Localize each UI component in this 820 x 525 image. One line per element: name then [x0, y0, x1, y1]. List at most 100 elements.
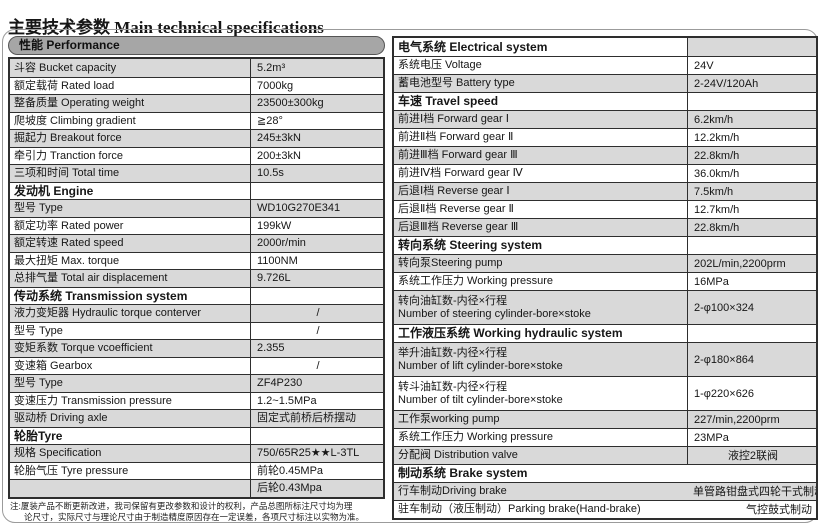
- page-title-en: Main technical specifications: [110, 18, 324, 38]
- spec-value: 23MPa: [687, 429, 816, 446]
- spec-row: 蓄电池型号 Battery type 2-24V/120Ah: [394, 74, 816, 92]
- spec-value: 2-φ180×864: [687, 343, 816, 376]
- spec-row: 分配阀 Distribution valve 液控2联阀: [394, 446, 816, 464]
- spec-row: 转向泵Steering pump 202L/min,2200prm: [394, 254, 816, 272]
- spec-label: 掘起力 Breakout force: [14, 132, 122, 144]
- spec-label: 型号 Type: [14, 324, 63, 337]
- spec-row: 转斗油缸数-内径×行程 Number of tilt cylinder-bore×…: [394, 376, 816, 410]
- spec-value: ≧28°: [250, 112, 383, 129]
- spec-label: 前进Ⅰ档 Forward gear Ⅰ: [398, 113, 510, 126]
- spec-value: 7000kg: [250, 77, 383, 94]
- spec-row: 举升油缸数-内径×行程 Number of lift cylinder-bore×…: [394, 342, 816, 376]
- section-header-row: 发动机 Engine: [10, 181, 383, 199]
- spec-row: 系统工作压力 Working pressure 23MPa: [394, 428, 816, 446]
- spec-label: 额定载荷 Rated load: [14, 79, 115, 92]
- left-spec-table: 斗容 Bucket capacity 5.2m³ 额定载荷 Rated load 70…: [8, 57, 385, 499]
- section-header-row: 车速 Travel speed: [394, 92, 816, 110]
- spec-label: 系统工作压力 Working pressure: [398, 275, 554, 288]
- spec-label: 工作泵working pump: [398, 413, 500, 426]
- spec-value: 气控鼓式制动: [746, 503, 812, 516]
- performance-section-pill: 性能 Performance: [8, 36, 385, 55]
- spec-value: 202L/min,2200prm: [687, 255, 816, 272]
- spec-value: /: [250, 357, 383, 374]
- section-header-row: 轮胎Tyre: [10, 426, 383, 444]
- spec-row: 变矩系数 Torque vcoefficient 2.355: [10, 339, 383, 357]
- spec-value: 7.5km/h: [687, 183, 816, 200]
- spec-value: WD10G270E341: [250, 200, 383, 217]
- spec-row: 型号 Type /: [10, 321, 383, 339]
- spec-label: 牵引力 Tranction force: [14, 149, 124, 162]
- section-header-spacer: [250, 287, 383, 304]
- spec-row: 最大扭矩 Max. torque 1100NM: [10, 251, 383, 269]
- spec-row: 斗容 Bucket capacity 5.2m³: [10, 59, 383, 77]
- spec-row: 系统工作压力 Working pressure 16MPa: [394, 272, 816, 290]
- spec-row: 前进Ⅱ档 Forward gear Ⅱ 12.2km/h: [394, 128, 816, 146]
- spec-value: 22.8km/h: [687, 147, 816, 164]
- spec-label: 额定功率 Rated power: [14, 219, 124, 232]
- spec-label: 轮胎气压 Tyre pressure: [14, 464, 129, 477]
- section-header-row: 转向系统 Steering system: [394, 236, 816, 254]
- spec-label: 变速压力 Transmission pressure: [14, 394, 172, 407]
- spec-value: 199kW: [250, 217, 383, 234]
- spec-row: 驻车制动（液压制动）Parking brake(Hand-brake) 气控鼓式制…: [394, 500, 816, 518]
- spec-label: 蓄电池型号 Battery type: [398, 77, 515, 90]
- spec-value: 22.8km/h: [687, 219, 816, 236]
- spec-row: 额定转速 Rated speed 2000r/min: [10, 234, 383, 252]
- spec-row: 爬坡度 Climbing gradient ≧28°: [10, 111, 383, 129]
- spec-label: 电气系统 Electrical system: [398, 39, 548, 54]
- spec-row: 系统电压 Voltage 24V: [394, 56, 816, 74]
- spec-label: 转向系统 Steering system: [398, 238, 543, 253]
- spec-value: 液控2联阀: [687, 447, 816, 464]
- spec-value: /: [250, 305, 383, 322]
- disclaimer-line-1: 注:厦装产品不断更新改进，我司保留有更改参数和设计的权利，产品总图所标注尺寸均为…: [10, 501, 353, 511]
- spec-value: 后轮0.43Mpa: [250, 480, 383, 497]
- spec-row: 轮胎气压 Tyre pressure 前轮0.45MPa: [10, 461, 383, 479]
- spec-label: 转斗油缸数-内径×行程 Number of tilt cylinder-bore×…: [398, 381, 563, 406]
- spec-label: 分配阀 Distribution valve: [398, 449, 518, 462]
- spec-label: 斗容 Bucket capacity: [14, 61, 117, 74]
- spec-row: 后退Ⅱ档 Reverse gear Ⅱ 12.7km/h: [394, 200, 816, 218]
- spec-value: 245±3kN: [250, 130, 383, 147]
- spec-label: 行车制动Driving brake: [398, 485, 507, 498]
- spec-label: 驱动桥 Driving axle: [14, 412, 108, 424]
- section-header-row: 传动系统 Transmission system: [10, 286, 383, 304]
- disclaimer-line-2: 论尺寸，实际尺寸与理论尺寸由于制造精度原因存在一定误差，各项尺寸标注以实物为准。: [24, 511, 365, 522]
- spec-row: 变速箱 Gearbox /: [10, 356, 383, 374]
- spec-label: 前进Ⅱ档 Forward gear Ⅱ: [398, 131, 514, 144]
- spec-label: 举升油缸数-内径×行程 Number of lift cylinder-bore×…: [398, 347, 563, 372]
- spec-value: 单管路钳盘式四轮干式制动: [693, 485, 816, 498]
- spec-row: 后退Ⅲ档 Reverse gear Ⅲ 22.8km/h: [394, 218, 816, 236]
- spec-value: 1.2~1.5MPa: [250, 392, 383, 409]
- section-header-spacer: [250, 427, 383, 444]
- spec-label: 三项和时间 Total time: [14, 167, 120, 179]
- spec-label: 驻车制动（液压制动）Parking brake(Hand-brake): [398, 503, 641, 516]
- spec-label: 车速 Travel speed: [398, 94, 499, 109]
- spec-row: 转向油缸数-内径×行程 Number of steering cylinder-b…: [394, 290, 816, 324]
- spec-label: 工作液压系统 Working hydraulic system: [398, 326, 623, 341]
- spec-value: 750/65R25★★L-3TL: [250, 445, 383, 462]
- spec-label: 系统工作压力 Working pressure: [398, 431, 554, 444]
- spec-row: 行车制动Driving brake 单管路钳盘式四轮干式制动: [394, 482, 816, 500]
- spec-row: 总排气量 Total air displacement 9.726L: [10, 269, 383, 287]
- spec-label: 变矩系数 Torque vcoefficient: [14, 342, 153, 354]
- spec-row: 前进Ⅲ档 Forward gear Ⅲ 22.8km/h: [394, 146, 816, 164]
- spec-value: 24V: [687, 57, 816, 74]
- page-title: 主要技术参数 Main technical specifications: [8, 13, 324, 38]
- disclaimer-footnote: 注:厦装产品不断更新改进，我司保留有更改参数和设计的权利，产品总图所标注尺寸均为…: [10, 501, 396, 522]
- spec-value: 12.7km/h: [687, 201, 816, 218]
- spec-label: 系统电压 Voltage: [398, 59, 482, 72]
- spec-label: 爬坡度 Climbing gradient: [14, 114, 136, 127]
- spec-value: 2-φ100×324: [687, 291, 816, 324]
- spec-label: 后退Ⅰ档 Reverse gear Ⅰ: [398, 185, 510, 198]
- spec-value: 2.355: [250, 340, 383, 357]
- spec-row: 变速压力 Transmission pressure 1.2~1.5MPa: [10, 391, 383, 409]
- spec-row: 额定功率 Rated power 199kW: [10, 216, 383, 234]
- spec-value: 9.726L: [250, 270, 383, 287]
- spec-value: 6.2km/h: [687, 111, 816, 128]
- spec-value: ZF4P230: [250, 375, 383, 392]
- spec-label: 液力变矩器 Hydraulic torque conterver: [14, 307, 202, 319]
- spec-label: 后退Ⅲ档 Reverse gear Ⅲ: [398, 221, 519, 234]
- spec-value: 固定式前桥后桥摆动: [250, 410, 383, 427]
- spec-label: 型号 Type: [14, 377, 63, 389]
- spec-label: 前进Ⅳ档 Forward gear Ⅳ: [398, 167, 523, 180]
